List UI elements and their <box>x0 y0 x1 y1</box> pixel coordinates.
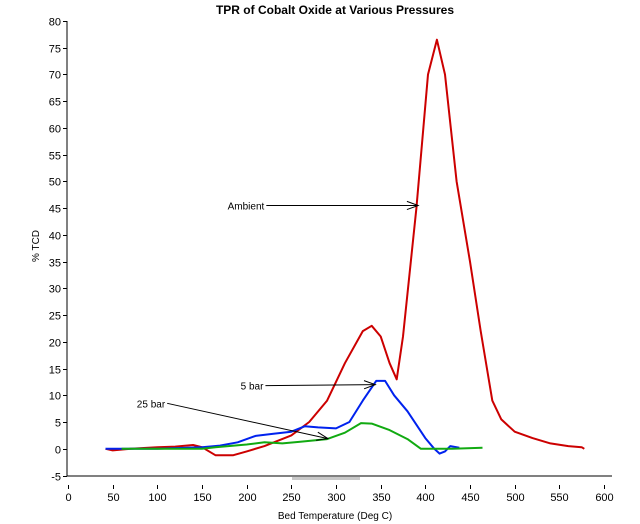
y-tick-label: 25 <box>49 311 61 323</box>
annotations: Ambient 5 bar 25 bar <box>137 200 420 441</box>
y-tick-label: 50 <box>49 177 61 189</box>
arrowhead <box>316 431 330 441</box>
y-tick-label: 15 <box>49 365 61 377</box>
x-tick-label: 200 <box>238 492 256 504</box>
x-tick-label: 50 <box>107 492 119 504</box>
y-tick-label: 10 <box>49 391 61 403</box>
arrowhead <box>363 380 377 390</box>
x-axis-label: Bed Temperature (Deg C) <box>278 511 392 522</box>
x-tick-label: 0 <box>65 492 71 504</box>
series-line-ambient <box>105 38 585 457</box>
y-tick-label: 30 <box>49 284 61 296</box>
x-tick-label: 150 <box>193 492 211 504</box>
annotation-arrow <box>265 384 376 387</box>
y-tick-label: 60 <box>49 124 61 136</box>
y-tick-label: -5 <box>51 472 61 484</box>
annotation-arrow <box>167 402 329 440</box>
annotation-label: Ambient <box>228 201 265 212</box>
y-tick-label: 70 <box>49 70 61 82</box>
x-tick-label: 250 <box>282 492 300 504</box>
annotation-label: 5 bar <box>241 382 264 393</box>
x-tick-label: 500 <box>506 492 524 504</box>
x-tick-label: 400 <box>416 492 434 504</box>
x-tick-label: 350 <box>372 492 390 504</box>
arrowhead <box>406 200 420 211</box>
x-tick-label: 300 <box>327 492 345 504</box>
y-tick-label: 45 <box>49 204 61 216</box>
series-group <box>105 38 585 457</box>
x-tick-label: 600 <box>595 492 613 504</box>
x-tick-label: 450 <box>461 492 479 504</box>
axes: -5 0 5 10 15 20 25 30 35 40 45 50 55 60 65 70 75 80 0 50 100… <box>49 17 614 505</box>
y-tick-label: 40 <box>49 231 61 243</box>
chart-title: TPR of Cobalt Oxide at Various Pressures <box>216 3 454 17</box>
y-tick-label: 20 <box>49 338 61 350</box>
x-tick-label: 100 <box>148 492 166 504</box>
scroll-indicator <box>292 477 360 480</box>
y-tick-label: 0 <box>55 445 61 457</box>
y-axis-label: % TCD <box>31 230 42 262</box>
y-tick-label: 35 <box>49 258 61 270</box>
y-tick-label: 65 <box>49 97 61 109</box>
y-tick-label: 80 <box>49 17 61 29</box>
annotation-label: 25 bar <box>137 399 166 410</box>
y-tick-label: 55 <box>49 151 61 163</box>
y-tick-label: 75 <box>49 44 61 56</box>
x-tick-label: 550 <box>550 492 568 504</box>
y-tick-label: 5 <box>55 418 61 430</box>
